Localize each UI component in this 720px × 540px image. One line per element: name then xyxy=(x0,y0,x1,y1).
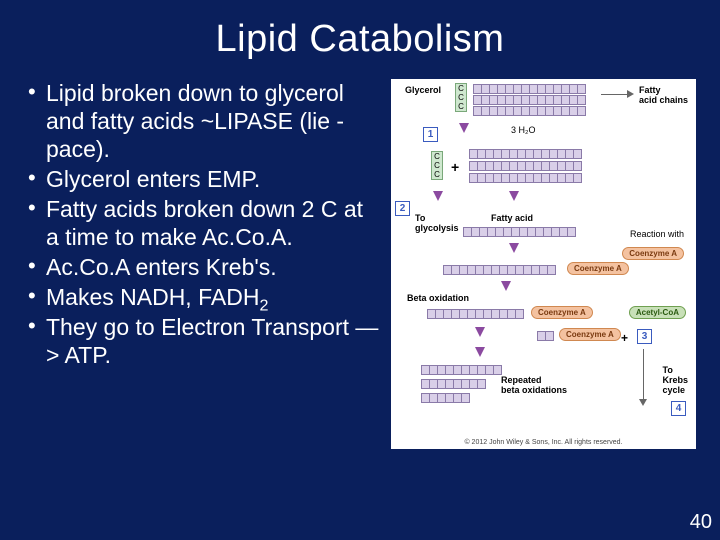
glycerol-carbons: C C C xyxy=(455,83,467,112)
badge-coenzyme-a: Coenzyme A xyxy=(622,247,684,260)
label-reaction-with: Reaction with xyxy=(630,229,684,239)
badge-coenzyme-a: Coenzyme A xyxy=(567,262,629,275)
bullet-item: Fatty acids broken down 2 C at a time to… xyxy=(24,195,379,251)
diagram-figure: Glycerol C C C Fatty acid chains 1 3 H₂O… xyxy=(391,79,696,449)
label-h2o: 3 H₂O xyxy=(511,125,536,135)
plus-icon: + xyxy=(451,159,459,175)
page-number: 40 xyxy=(690,511,712,534)
arrow-head-icon xyxy=(627,90,634,98)
arrow-line xyxy=(601,94,627,95)
arrow-down-icon xyxy=(475,327,485,337)
label-fatty-chains: Fatty acid chains xyxy=(639,85,688,105)
arrow-down-icon xyxy=(475,347,485,357)
bullet-list: Lipid broken down to glycerol and fatty … xyxy=(24,79,379,449)
label-beta-ox: Beta oxidation xyxy=(407,293,469,303)
glycerol-carbons: C C C xyxy=(431,151,443,180)
arrow-line xyxy=(643,349,644,399)
label-glycerol: Glycerol xyxy=(405,85,441,95)
badge-acetyl-coa: Acetyl-CoA xyxy=(629,306,686,319)
bullet-item: Ac.Co.A enters Kreb's. xyxy=(24,253,379,281)
two-carbon xyxy=(537,331,553,341)
fatty-chain xyxy=(469,161,581,171)
arrow-head-icon xyxy=(639,399,647,406)
content-row: Lipid broken down to glycerol and fatty … xyxy=(24,79,696,449)
arrow-down-icon xyxy=(459,123,469,133)
plus-icon: + xyxy=(621,331,628,345)
fatty-chain xyxy=(421,393,469,403)
label-fatty-acid: Fatty acid xyxy=(491,213,533,223)
bullet-item: Glycerol enters EMP. xyxy=(24,165,379,193)
subscript: 2 xyxy=(259,297,268,315)
fatty-chain xyxy=(473,106,585,116)
slide-title: Lipid Catabolism xyxy=(24,18,696,61)
bullet-item: Makes NADH, FADH2 xyxy=(24,283,379,311)
fatty-chain xyxy=(421,365,501,375)
badge-coenzyme-a: Coenzyme A xyxy=(531,306,593,319)
slide: Lipid Catabolism Lipid broken down to gl… xyxy=(0,0,720,540)
copyright-text: © 2012 John Wiley & Sons, Inc. All right… xyxy=(391,439,696,446)
arrow-down-icon xyxy=(509,243,519,253)
label-repeated: Repeated beta oxidations xyxy=(501,375,567,395)
step-box-1: 1 xyxy=(423,127,438,142)
step-box-4: 4 xyxy=(671,401,686,416)
fatty-chain xyxy=(443,265,555,275)
fatty-chain xyxy=(463,227,575,237)
arrow-down-icon xyxy=(501,281,511,291)
arrow-down-icon xyxy=(509,191,519,201)
bullet-item: Lipid broken down to glycerol and fatty … xyxy=(24,79,379,163)
fatty-chain xyxy=(469,149,581,159)
arrow-down-icon xyxy=(433,191,443,201)
bullet-item: They go to Electron Transport —> ATP. xyxy=(24,313,379,369)
badge-coenzyme-a: Coenzyme A xyxy=(559,328,621,341)
step-box-2: 2 xyxy=(395,201,410,216)
bullet-text: Makes NADH, FADH xyxy=(46,284,259,310)
fatty-chain xyxy=(421,379,485,389)
fatty-chain xyxy=(427,309,523,319)
fatty-chain xyxy=(473,95,585,105)
label-to-glycolysis: To glycolysis xyxy=(415,213,459,233)
step-box-3: 3 xyxy=(637,329,652,344)
fatty-chain xyxy=(469,173,581,183)
label-to-krebs: To Krebs cycle xyxy=(662,365,688,395)
fatty-chain xyxy=(473,84,585,94)
